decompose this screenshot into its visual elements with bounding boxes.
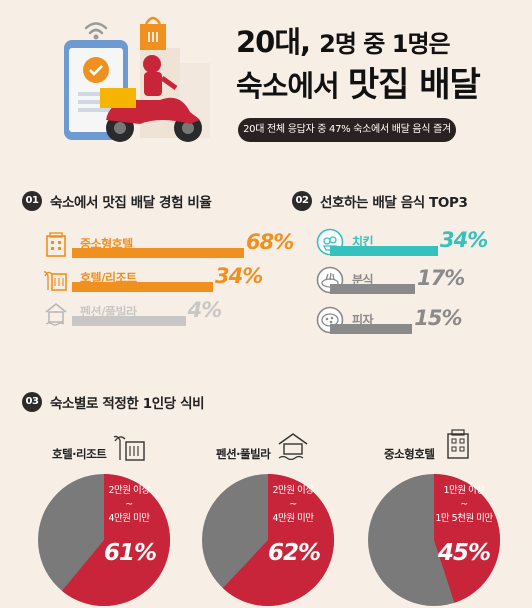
range-top: 2만원 이상: [272, 485, 314, 496]
range-bot: 1만 5천원 미만: [435, 513, 493, 524]
pie-value: 62%: [268, 540, 321, 566]
pie-value-slice: [222, 474, 335, 606]
small-hotel-icon: [447, 429, 469, 459]
bar-row-small-hotel: 중소형호텔 68%: [44, 230, 294, 258]
title-line1-b: 2명 중 1명은: [319, 30, 450, 58]
pension-icon: [45, 302, 67, 326]
bar-value: 34%: [215, 264, 263, 288]
pie-title-resort: 호텔·리조트: [52, 447, 107, 461]
range-top: 2만원 이상: [108, 485, 150, 496]
bar: [330, 284, 415, 294]
title-line1-a: 20대,: [236, 25, 311, 59]
bar-label: 중소형호텔: [80, 237, 133, 251]
pie-title-small-hotel: 중소형호텔: [384, 447, 435, 461]
section-number: 03: [22, 392, 42, 412]
bar-label: 분식: [352, 273, 374, 287]
bar-row-pension: 펜션/풀빌라 4%: [44, 298, 284, 326]
resort-icon: [44, 271, 67, 291]
pie-range-label: 1만원 이상 ~ 1만 5천원 미만: [424, 484, 504, 526]
pie-value-slice: [434, 474, 501, 603]
range-top: 1만원 이상: [443, 485, 485, 496]
bar-value: 4%: [187, 298, 223, 322]
resort-icon: [113, 435, 145, 461]
pension-icon: [278, 433, 308, 460]
bar-value: 34%: [440, 228, 488, 252]
bar: [72, 316, 186, 326]
bar: [330, 324, 413, 334]
small-hotel-icon: [46, 232, 66, 257]
meal-cost-pie-charts: [38, 474, 501, 606]
delivery-illustration: [64, 16, 210, 142]
bar: [72, 248, 244, 258]
bar-value: 15%: [414, 306, 462, 330]
range-mid: ~: [460, 499, 468, 510]
section-01-title: 01 숙소에서 맛집 배달 경험 비율: [22, 191, 212, 211]
bar-label: 치킨: [352, 235, 374, 249]
pie-range-label: 2만원 이상 ~ 4만원 미만: [94, 484, 164, 526]
bar-row-resort: 호텔/리조트 34%: [44, 264, 284, 292]
section-label: 숙소에서 맛집 배달 경험 비율: [50, 195, 212, 211]
bar-label: 피자: [352, 313, 374, 327]
subtitle-pill: 20대 전체 응답자 중 47% 숙소에서 배달 음식 즐겨: [238, 118, 456, 142]
bar: [72, 282, 213, 292]
range-mid: ~: [125, 499, 133, 510]
section-number: 02: [292, 191, 312, 211]
pie-value: 45%: [438, 540, 491, 566]
bar-value: 17%: [417, 266, 465, 290]
range-bot: 4만원 미만: [108, 513, 150, 524]
pie-range-label: 2만원 이상 ~ 4만원 미만: [258, 484, 328, 526]
pie-title-pension: 펜션·풀빌라: [216, 447, 271, 461]
bar-label: 호텔/리조트: [80, 271, 137, 285]
bar-row-bunsik: 분식 17%: [316, 266, 516, 294]
section-label: 선호하는 배달 음식 TOP3: [320, 195, 468, 211]
section-02-title: 02 선호하는 배달 음식 TOP3: [292, 191, 468, 211]
section-03-title: 03 숙소별로 적정한 1인당 식비: [22, 392, 205, 412]
range-bot: 4만원 미만: [272, 513, 314, 524]
title-line2-b: 맛집 배달: [347, 65, 481, 105]
bar-value: 68%: [246, 230, 294, 254]
bar-row-pizza: 피자 15%: [316, 306, 516, 334]
bar-row-chicken: 치킨 34%: [316, 228, 516, 256]
section-number: 01: [22, 191, 42, 211]
hero-title: 20대, 2명 중 1명은 숙소에서 맛집 배달: [236, 22, 516, 107]
pie-value-slice: [61, 474, 171, 606]
bar-label: 펜션/풀빌라: [80, 305, 137, 319]
title-line2-a: 숙소에서: [236, 69, 340, 103]
section-label: 숙소별로 적정한 1인당 식비: [50, 396, 205, 412]
pie-value: 61%: [104, 540, 157, 566]
bar: [330, 246, 438, 256]
range-mid: ~: [289, 499, 297, 510]
